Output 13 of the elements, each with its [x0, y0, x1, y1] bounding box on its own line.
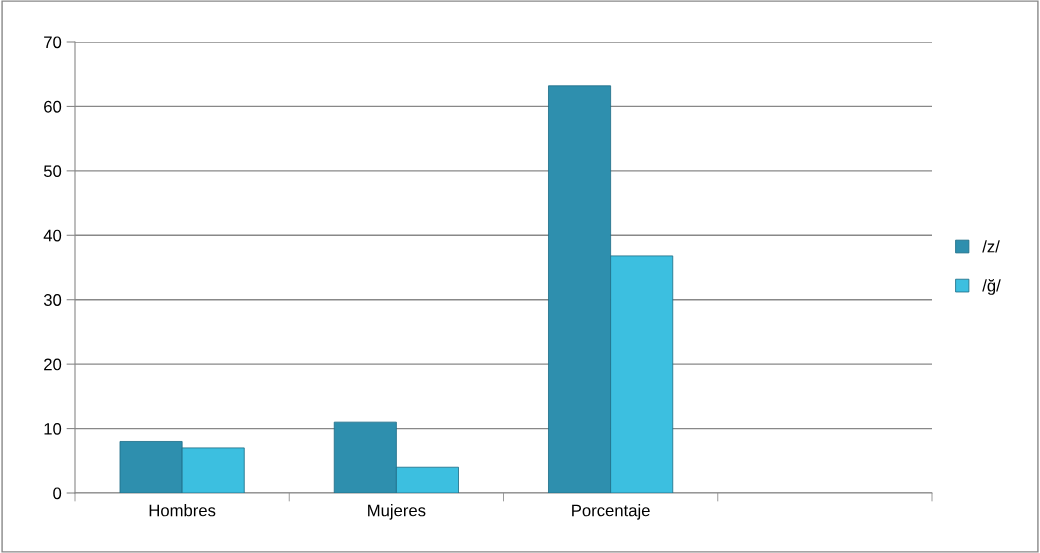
y-tick-label: 30	[43, 294, 62, 306]
y-tick-label: 50	[43, 165, 62, 178]
legend-label: /ğ/	[982, 279, 1001, 295]
y-tick-label: 0	[53, 487, 62, 500]
y-tick-label: 60	[44, 100, 62, 113]
x-tick-label: Hombres	[149, 504, 216, 517]
y-tick-label: 70	[44, 36, 62, 49]
y-tick-label: 40	[43, 229, 62, 242]
legend-label: /z/	[982, 240, 1000, 253]
y-tick-label: 10	[44, 422, 62, 435]
x-tick-label: Porcentaje	[572, 504, 650, 520]
y-tick-label: 20	[44, 358, 62, 371]
x-tick-label: Mujeres	[368, 504, 426, 520]
